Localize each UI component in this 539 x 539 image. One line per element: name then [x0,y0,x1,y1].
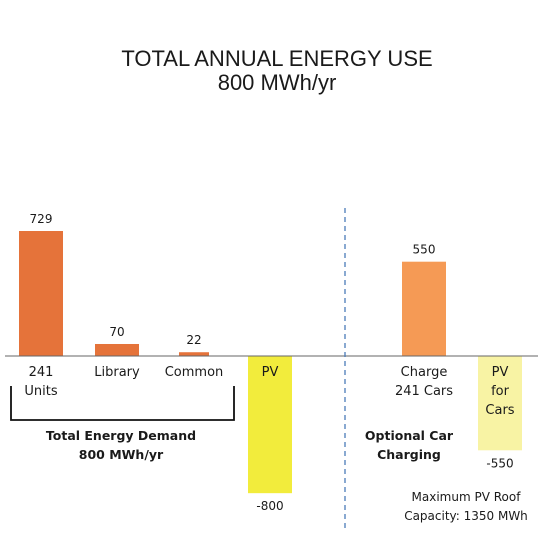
category-label-4-line-1: PV [262,365,279,380]
chart-title: TOTAL ANNUAL ENERGY USE [121,46,432,71]
category-label-5-line-2: 241 Cars [395,384,453,399]
category-label-1-line-2: Units [24,384,57,399]
value-label-4: -800 [256,499,283,513]
bar-2 [95,343,139,356]
value-label-2: 70 [109,325,124,339]
chart-subtitle: 800 MWh/yr [218,70,337,95]
category-label-6-line-3: Cars [485,403,514,418]
bar-4 [248,356,292,494]
category-label-3-line-1: Common [165,365,224,380]
category-label-1-line-1: 241 [29,365,54,380]
group-label-1-line-2: 800 MWh/yr [79,447,164,462]
group-label-1-line-1: Total Energy Demand [46,428,196,443]
capacity-note-line-1: Maximum PV Roof [412,490,522,504]
value-label-6: -550 [486,456,513,470]
value-label-5: 550 [413,243,436,257]
category-label-5-line-1: Charge [401,365,448,380]
value-label-3: 22 [186,333,201,347]
value-label-1: 729 [30,212,53,226]
group-label-2-line-2: Charging [377,447,441,462]
category-label-6-line-1: PV [492,365,509,380]
bar-1 [19,231,63,356]
bar-5 [402,261,446,356]
category-label-6-line-2: for [491,384,510,399]
capacity-note-line-2: Capacity: 1350 MWh [404,509,528,523]
group-label-2-line-1: Optional Car [365,428,454,443]
bar-3 [179,352,209,356]
demand-bracket [10,386,235,421]
bar-6 [478,356,522,451]
category-label-2-line-1: Library [94,365,140,380]
